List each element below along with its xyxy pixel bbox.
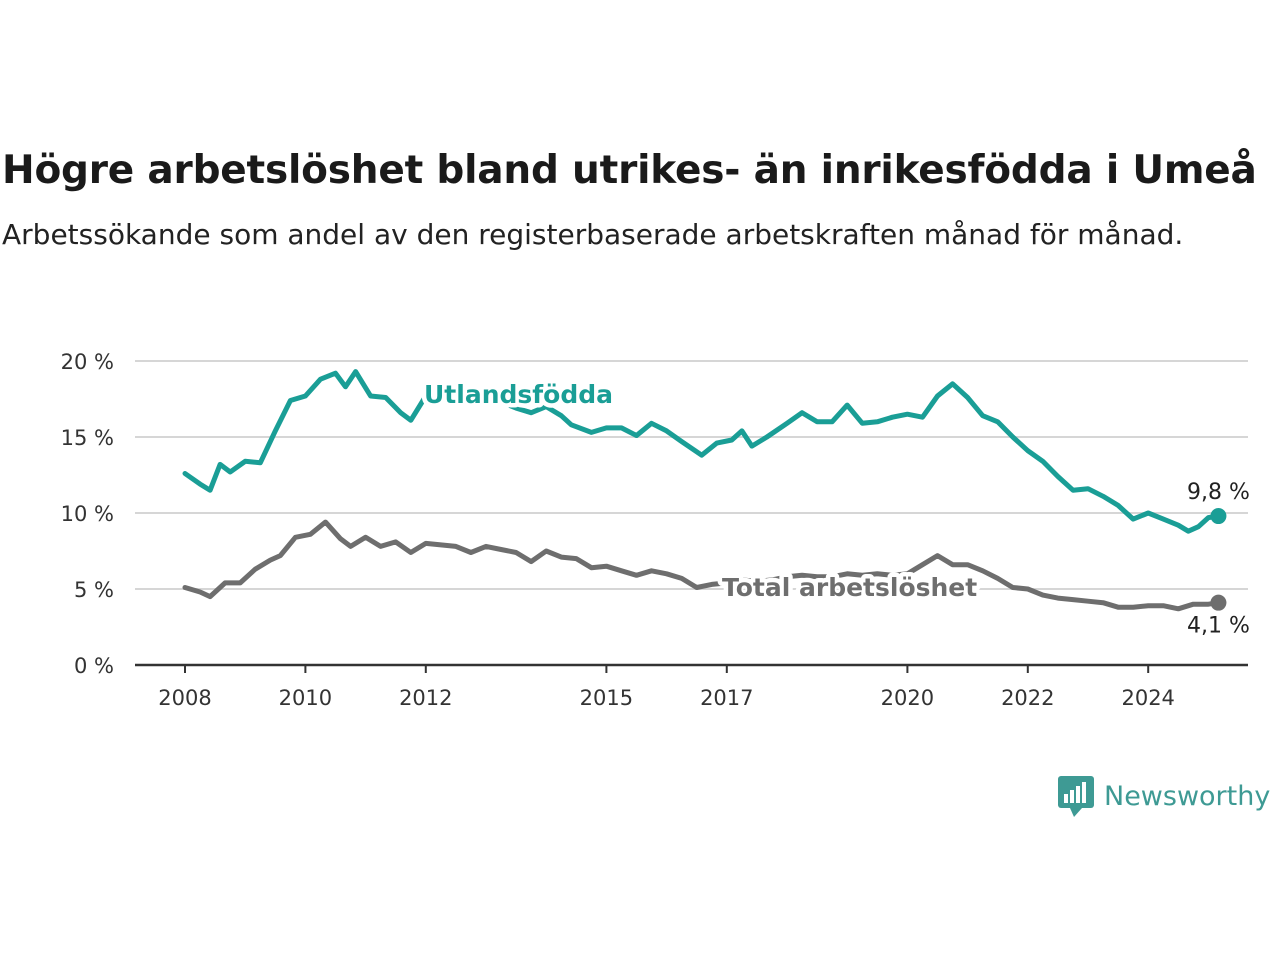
x-tick-label: 2015	[580, 686, 633, 710]
x-tick-label: 2012	[399, 686, 452, 710]
end-value-label: 9,8 %	[1187, 480, 1250, 505]
series-label: Total arbetslöshet	[722, 573, 977, 602]
y-tick-label: 20 %	[61, 350, 114, 374]
end-value-label: 4,1 %	[1187, 614, 1250, 639]
y-tick-label: 5 %	[74, 578, 114, 602]
x-tick-label: 2008	[158, 686, 211, 710]
y-tick-label: 10 %	[61, 502, 114, 526]
y-tick-label: 0 %	[74, 654, 114, 678]
x-tick-label: 2010	[279, 686, 332, 710]
brand-name: Newsworthy	[1104, 780, 1271, 812]
series-endpoint	[1210, 594, 1227, 611]
x-tick-label: 2017	[700, 686, 753, 710]
chart-subtitle: Arbetssökande som andel av den registerb…	[2, 218, 1184, 251]
x-tick-label: 2022	[1001, 686, 1054, 710]
series-line-utlandsfodda	[182, 369, 1221, 534]
chart-title: Högre arbetslöshet bland utrikes- än inr…	[2, 148, 1257, 193]
series-endpoint	[1210, 508, 1227, 525]
series-label: Utlandsfödda	[424, 380, 613, 409]
x-tick-label: 2020	[881, 686, 934, 710]
brand-logo[interactable]: Newsworthy	[1058, 772, 1270, 820]
y-tick-label: 15 %	[61, 426, 114, 450]
series-line-total	[182, 519, 1221, 612]
newsworthy-logo-icon	[1058, 776, 1094, 817]
x-tick-label: 2024	[1121, 686, 1174, 710]
